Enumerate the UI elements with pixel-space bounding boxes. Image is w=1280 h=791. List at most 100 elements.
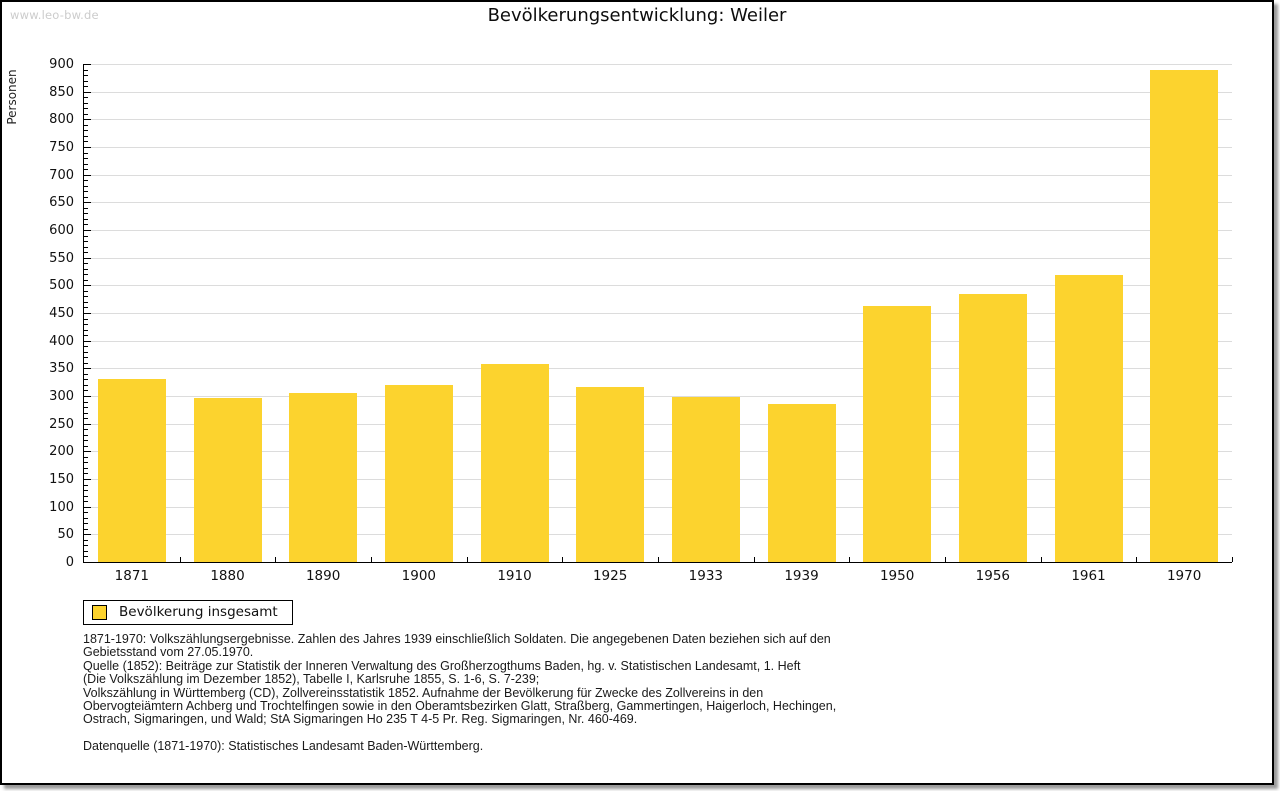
y-major-tick	[84, 91, 91, 93]
y-tick-label: 400	[49, 333, 74, 349]
gridline	[84, 147, 1232, 148]
footer-datasource: Datenquelle (1871-1970): Statistisches L…	[83, 738, 484, 753]
y-minor-tick	[84, 113, 88, 115]
y-tick-label: 0	[65, 555, 74, 570]
y-tick-label: 900	[49, 57, 74, 72]
y-major-tick	[84, 368, 91, 370]
x-boundary-tick	[466, 557, 468, 562]
bar	[958, 294, 1027, 562]
y-tick-label: 350	[49, 361, 74, 377]
y-minor-tick	[84, 329, 88, 331]
gridline	[84, 368, 1232, 370]
y-minor-tick	[84, 263, 88, 265]
y-axis-line	[83, 64, 84, 563]
y-minor-tick	[84, 185, 88, 187]
x-tick-label: 1950	[879, 568, 915, 584]
y-minor-tick	[84, 429, 88, 431]
y-minor-tick	[84, 346, 88, 348]
bar	[193, 397, 262, 562]
gridline	[84, 479, 1232, 480]
y-minor-tick	[84, 290, 88, 292]
bar-chart: 0 50 100 150 200 250 300 350 400 450 500 550 600 650 7…	[2, 2, 1272, 783]
y-minor-tick	[84, 445, 88, 447]
y-minor-tick	[84, 384, 88, 386]
y-minor-tick	[84, 512, 88, 514]
gridline	[84, 119, 1232, 121]
bar	[1150, 69, 1219, 562]
footer-source-line: Obervogteiämtern Achberg und Trochtelfin…	[83, 699, 837, 714]
y-tick-label: 800	[49, 112, 74, 128]
y-minor-tick	[84, 351, 88, 353]
y-minor-tick	[84, 252, 88, 254]
y-tick-label: 450	[49, 306, 74, 321]
y-minor-tick	[84, 434, 88, 436]
y-minor-tick	[84, 241, 88, 243]
legend-label: Bevölkerung insgesamt	[119, 604, 278, 620]
y-minor-tick	[84, 318, 88, 320]
x-boundary-tick	[658, 557, 659, 562]
x-boundary-tick	[945, 557, 946, 562]
footer-source-text: 1871-1970: Volkszählungsergebnisse. Zahl…	[83, 632, 1203, 727]
footer-source-line: Quelle (1852): Beiträge zur Statistik de…	[83, 658, 801, 673]
y-major-tick	[84, 313, 91, 314]
y-minor-tick	[84, 357, 88, 359]
bar	[767, 404, 836, 562]
gridline	[84, 313, 1232, 314]
legend: Bevölkerung insgesamt	[83, 600, 293, 625]
y-minor-tick	[84, 528, 88, 530]
x-tick-label: 1900	[401, 568, 436, 584]
y-minor-tick	[84, 224, 88, 226]
y-minor-tick	[84, 274, 88, 276]
bar	[384, 384, 453, 562]
gridline	[84, 340, 1232, 342]
footer: 1871-1970: Volkszählungsergebnisse. Zahl…	[83, 632, 1203, 753]
y-minor-tick	[84, 218, 88, 220]
y-minor-tick	[84, 362, 88, 364]
gridline	[84, 202, 1232, 204]
y-minor-tick	[84, 390, 88, 392]
y-minor-tick	[84, 135, 88, 137]
y-major-tick	[84, 423, 91, 425]
legend-swatch-icon	[92, 604, 107, 620]
y-major-tick	[84, 174, 91, 176]
y-minor-tick	[84, 69, 88, 71]
y-minor-tick	[84, 163, 88, 165]
y-minor-tick	[84, 495, 88, 497]
gridline	[84, 91, 1232, 93]
y-minor-tick	[84, 401, 88, 403]
x-tick-label: 1956	[975, 568, 1010, 584]
y-minor-tick	[84, 467, 88, 469]
y-minor-tick	[84, 158, 88, 160]
y-tick-label: 150	[49, 472, 74, 487]
y-minor-tick	[84, 141, 88, 143]
y-major-tick	[84, 119, 91, 121]
y-major-tick	[84, 396, 91, 397]
y-major-tick	[84, 506, 91, 508]
y-minor-tick	[84, 473, 88, 475]
x-boundary-tick	[1136, 557, 1138, 562]
y-tick-label: 250	[49, 416, 74, 432]
y-major-tick	[84, 534, 91, 536]
x-tick-label: 1939	[784, 568, 819, 584]
y-tick-label: 100	[49, 499, 74, 515]
y-tick-label: 650	[49, 195, 74, 211]
y-minor-tick	[84, 550, 88, 552]
y-major-tick	[84, 230, 91, 231]
y-minor-tick	[84, 440, 88, 442]
x-boundary-tick	[275, 557, 277, 562]
y-minor-tick	[84, 324, 88, 326]
footer-source-line: Volkszählung in Württemberg (CD), Zollve…	[83, 685, 764, 700]
footer-source-line: Gebietsstand vom 27.05.1970.	[83, 645, 254, 660]
y-minor-tick	[84, 169, 88, 171]
y-tick-label: 50	[57, 527, 74, 543]
y-minor-tick	[84, 213, 88, 215]
y-minor-tick	[84, 556, 88, 558]
gridline	[84, 396, 1232, 397]
y-minor-tick	[84, 296, 88, 298]
y-tick-label: 600	[49, 223, 74, 238]
y-minor-tick	[84, 490, 88, 492]
bar	[97, 379, 166, 562]
y-minor-tick	[84, 301, 88, 303]
gridline	[84, 257, 1232, 259]
